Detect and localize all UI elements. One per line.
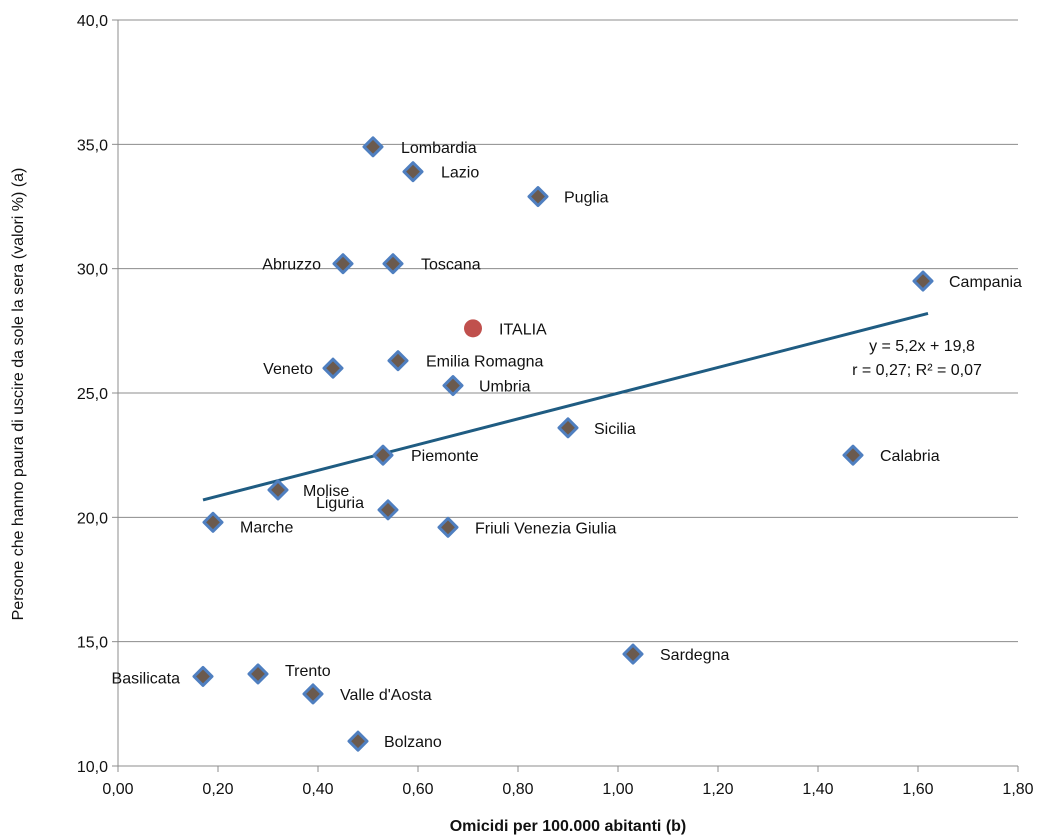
y-tick-label: 15,0 bbox=[77, 635, 108, 652]
x-tick-label: 1,60 bbox=[902, 781, 933, 798]
point-label: Friuli Venezia Giulia bbox=[475, 520, 617, 537]
point-label: Puglia bbox=[564, 190, 609, 207]
point-label: Lazio bbox=[441, 165, 479, 182]
x-tick-label: 1,80 bbox=[1002, 781, 1033, 798]
point-marker bbox=[267, 479, 289, 501]
point-label: Calabria bbox=[880, 448, 940, 465]
point-label: Campania bbox=[949, 274, 1022, 291]
point-marker bbox=[377, 499, 399, 521]
point-label: Marche bbox=[240, 519, 293, 536]
x-tick-label: 1,20 bbox=[702, 781, 733, 798]
point-marker bbox=[332, 253, 354, 275]
point-marker bbox=[247, 663, 269, 685]
correlation-annotation: r = 0,27; R² = 0,07 bbox=[852, 362, 982, 379]
point-marker bbox=[437, 516, 459, 538]
point-label: Liguria bbox=[316, 495, 364, 512]
y-tick-label: 10,0 bbox=[77, 759, 108, 776]
point-label: Molise bbox=[303, 483, 349, 500]
point-marker bbox=[302, 683, 324, 705]
point-label: Basilicata bbox=[112, 670, 181, 687]
x-tick-label: 0,80 bbox=[502, 781, 533, 798]
point-labels: Lombardia Lazio Puglia Abruzzo Toscana Campan… bbox=[112, 140, 1023, 751]
equation-annotation: y = 5,2x + 19,8 bbox=[869, 338, 975, 355]
point-marker bbox=[382, 253, 404, 275]
point-label: Piemonte bbox=[411, 448, 479, 465]
x-tick-label: 0,40 bbox=[302, 781, 333, 798]
y-tick-label: 40,0 bbox=[77, 13, 108, 30]
y-tick-label: 35,0 bbox=[77, 137, 108, 154]
y-tick-label: 20,0 bbox=[77, 510, 108, 527]
gridlines bbox=[118, 19, 1018, 643]
axes: 10,0 15,0 20,0 25,0 30,0 35,0 40,0 0,00 0,20 0,40… bbox=[77, 13, 1034, 798]
trendline-group bbox=[202, 311, 929, 502]
point-label: Trento bbox=[285, 663, 331, 680]
y-axis-title: Persone che hanno paura di uscire da sol… bbox=[10, 168, 27, 621]
y-tick-label: 30,0 bbox=[77, 262, 108, 279]
trend-line bbox=[202, 311, 929, 502]
point-label: Valle d'Aosta bbox=[340, 687, 432, 704]
point-marker bbox=[347, 730, 369, 752]
point-marker bbox=[527, 186, 549, 208]
point-marker bbox=[622, 643, 644, 665]
point-label: Abruzzo bbox=[262, 257, 321, 274]
point-label: Toscana bbox=[421, 257, 481, 274]
point-label: Bolzano bbox=[384, 734, 442, 751]
point-marker bbox=[192, 665, 214, 687]
point-marker bbox=[372, 444, 394, 466]
x-tick-label: 0,60 bbox=[402, 781, 433, 798]
x-tick-label: 0,20 bbox=[202, 781, 233, 798]
point-marker bbox=[402, 161, 424, 183]
x-tick-label: 1,40 bbox=[802, 781, 833, 798]
point-marker bbox=[387, 350, 409, 372]
point-marker bbox=[557, 417, 579, 439]
point-marker bbox=[442, 375, 464, 397]
point-marker bbox=[912, 270, 934, 292]
highlight-label: ITALIA bbox=[499, 321, 547, 338]
highlight-marker bbox=[464, 319, 482, 338]
point-label: Sardegna bbox=[660, 647, 729, 664]
x-tick-label: 0,00 bbox=[102, 781, 133, 798]
point-label: Sicilia bbox=[594, 421, 636, 438]
point-marker bbox=[322, 357, 344, 379]
point-marker bbox=[842, 444, 864, 466]
y-tick-label: 25,0 bbox=[77, 386, 108, 403]
point-marker bbox=[202, 511, 224, 533]
point-label: Emilia Romagna bbox=[426, 354, 543, 371]
point-label: Umbria bbox=[479, 379, 531, 396]
point-label: Veneto bbox=[263, 361, 313, 378]
x-axis-title: Omicidi per 100.000 abitanti (b) bbox=[450, 818, 687, 835]
point-label: Lombardia bbox=[401, 140, 477, 157]
x-tick-label: 1,00 bbox=[602, 781, 633, 798]
data-points bbox=[192, 136, 934, 752]
point-marker bbox=[362, 136, 384, 158]
